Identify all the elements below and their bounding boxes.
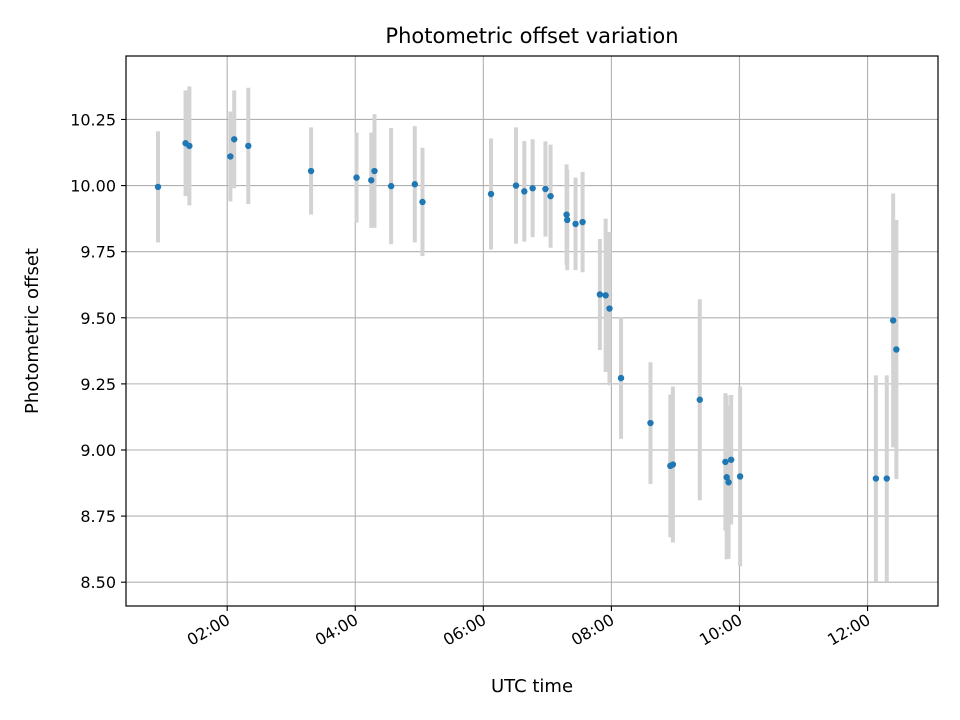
data-point <box>227 153 234 160</box>
data-point <box>186 142 193 150</box>
data-point <box>529 185 536 192</box>
data-point <box>725 479 732 486</box>
data-point <box>579 218 586 226</box>
data-point <box>307 167 315 175</box>
data-point <box>606 305 613 312</box>
y-tick-label: 10.00 <box>70 177 116 196</box>
data-point <box>872 475 880 482</box>
data-point <box>696 396 703 403</box>
data-point <box>245 142 252 150</box>
data-point <box>353 174 360 181</box>
data-point <box>521 188 528 195</box>
data-point <box>487 190 495 198</box>
data-point <box>736 473 744 480</box>
data-point <box>371 167 378 175</box>
data-point <box>889 317 897 324</box>
data-point <box>602 292 609 299</box>
data-point <box>893 346 900 353</box>
y-axis: 8.50 8.75 9.00 9.25 9.50 9.75 10.00 10.25 <box>70 110 126 592</box>
data-point <box>563 211 570 218</box>
data-point <box>547 192 554 200</box>
y-tick-label: 10.25 <box>70 110 116 129</box>
y-axis-label: Photometric offset <box>22 248 43 414</box>
grid <box>126 56 938 606</box>
data-point <box>669 461 677 468</box>
data-point <box>723 474 730 481</box>
data-point <box>564 216 571 224</box>
data-points <box>154 136 900 486</box>
data-point <box>231 136 238 143</box>
data-point <box>572 220 579 228</box>
x-axis-label: UTC time <box>491 676 573 697</box>
data-point <box>154 183 162 191</box>
chart-title: Photometric offset variation <box>385 24 678 48</box>
data-point <box>419 198 426 206</box>
data-point <box>727 456 735 463</box>
data-point <box>387 182 395 190</box>
y-tick-label: 9.25 <box>80 375 116 394</box>
data-point <box>647 419 654 427</box>
y-tick-label: 8.50 <box>80 573 116 592</box>
data-point <box>411 181 419 188</box>
data-point <box>883 475 890 482</box>
data-point <box>617 374 625 382</box>
plot-frame <box>125 55 939 607</box>
y-tick-label: 9.00 <box>80 441 116 460</box>
data-point <box>512 182 520 189</box>
data-point <box>596 291 604 298</box>
data-point <box>368 177 375 184</box>
y-tick-label: 8.75 <box>80 507 116 526</box>
data-point <box>542 185 549 193</box>
y-tick-label: 9.50 <box>80 309 116 328</box>
y-tick-label: 9.75 <box>80 243 116 262</box>
data-point <box>722 458 729 466</box>
